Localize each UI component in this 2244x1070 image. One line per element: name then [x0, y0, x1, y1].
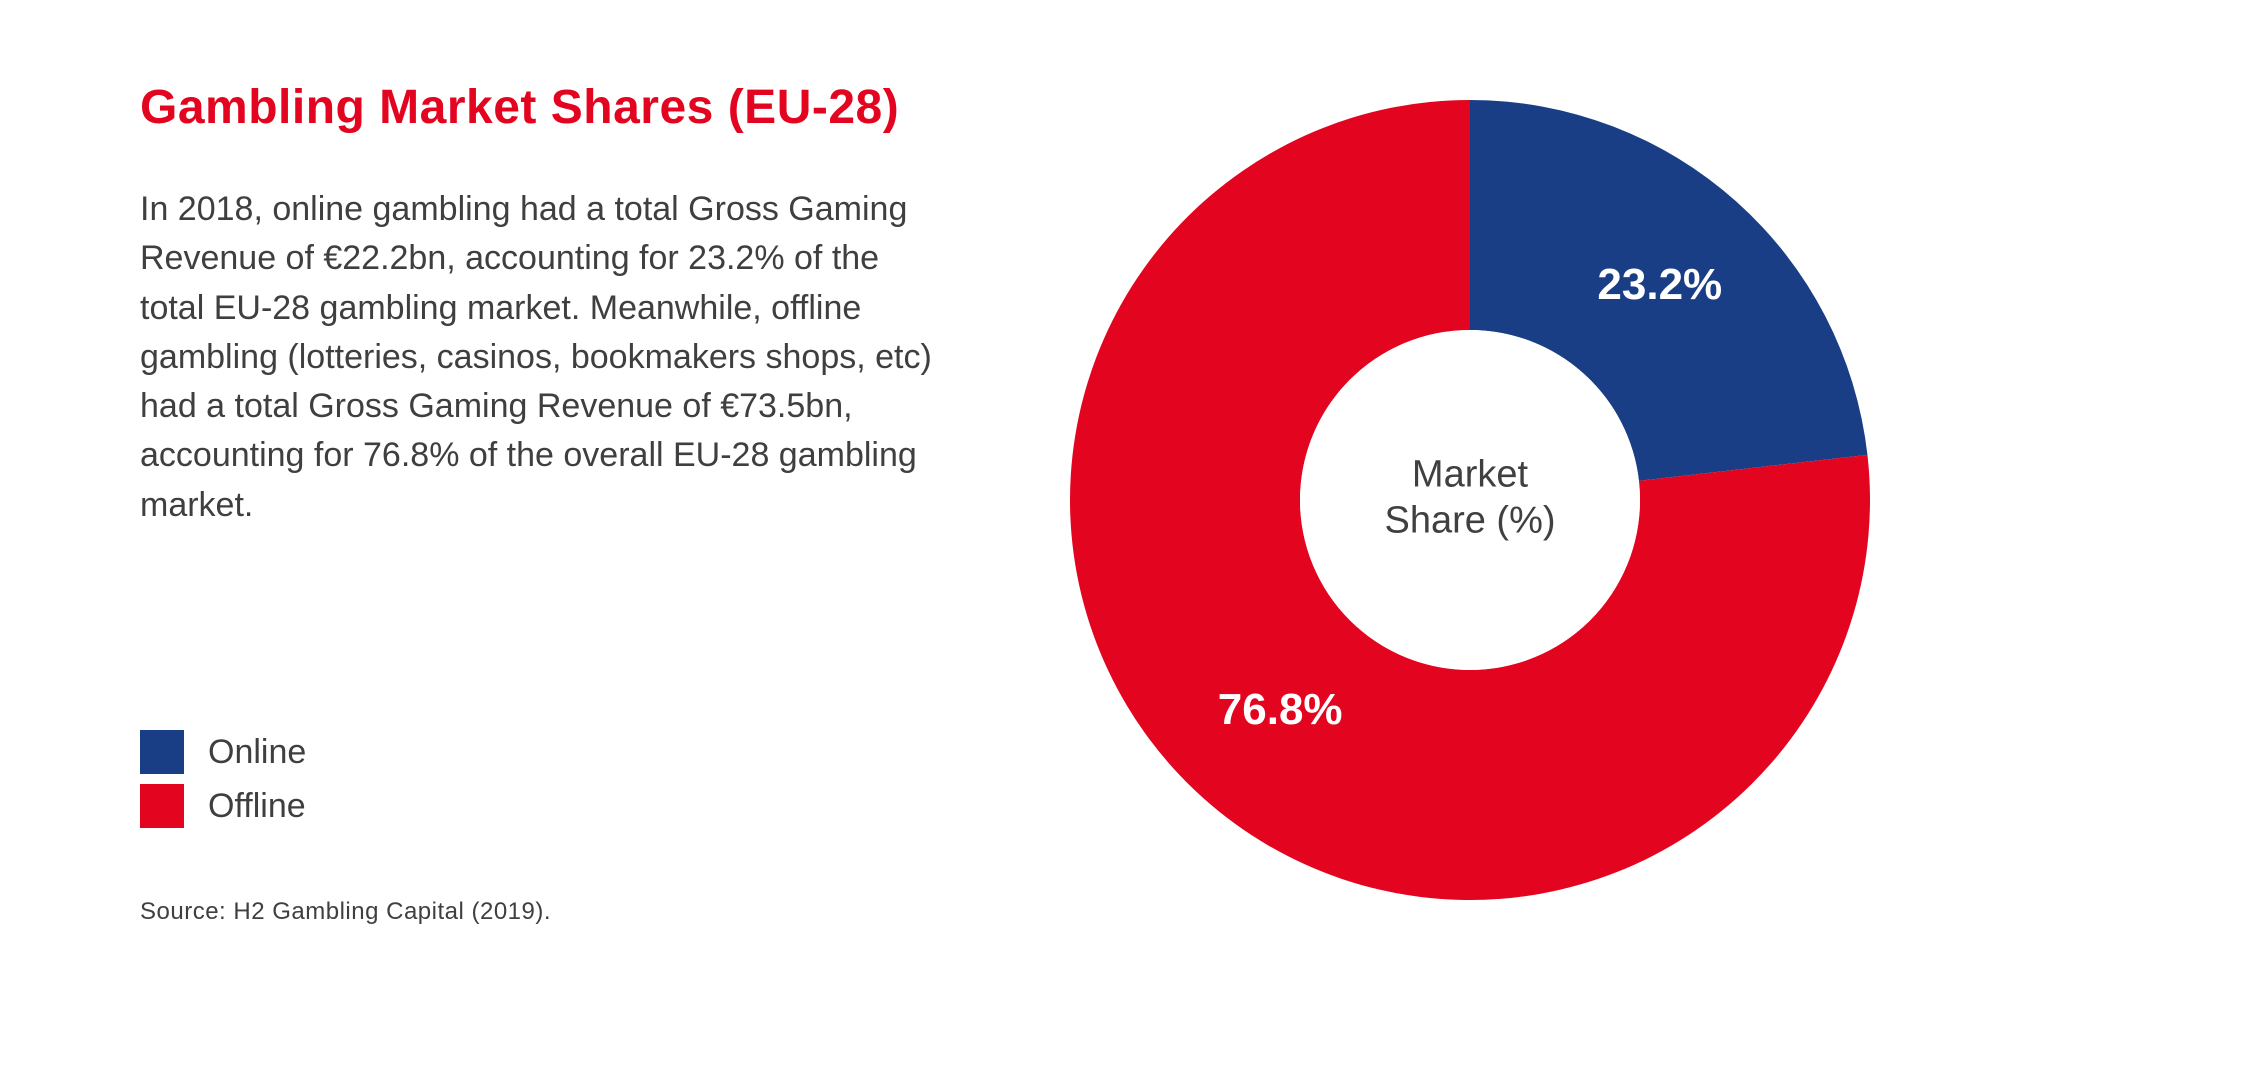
donut-svg: 23.2% 76.8% MarketShare (%)	[1040, 70, 1900, 930]
legend-swatch-online	[140, 730, 184, 774]
legend-item-online: Online	[140, 730, 940, 774]
donut-center-label-line2: Share (%)	[1384, 499, 1555, 541]
legend: Online Offline	[140, 730, 940, 828]
chart-title: Gambling Market Shares (EU-28)	[140, 80, 940, 135]
legend-label-offline: Offline	[208, 787, 306, 826]
donut-chart: 23.2% 76.8% MarketShare (%)	[1040, 70, 1900, 930]
donut-slice-label-online: 23.2%	[1597, 260, 1722, 309]
legend-label-online: Online	[208, 733, 306, 772]
legend-swatch-offline	[140, 784, 184, 828]
page-root: Gambling Market Shares (EU-28) In 2018, …	[0, 0, 2244, 1070]
left-column: Gambling Market Shares (EU-28) In 2018, …	[140, 80, 940, 926]
description-paragraph: In 2018, online gambling had a total Gro…	[140, 185, 940, 530]
legend-item-offline: Offline	[140, 784, 940, 828]
donut-center-label-line1: Market	[1412, 454, 1529, 496]
donut-slice-label-offline: 76.8%	[1218, 685, 1343, 734]
source-line: Source: H2 Gambling Capital (2019).	[140, 898, 940, 926]
